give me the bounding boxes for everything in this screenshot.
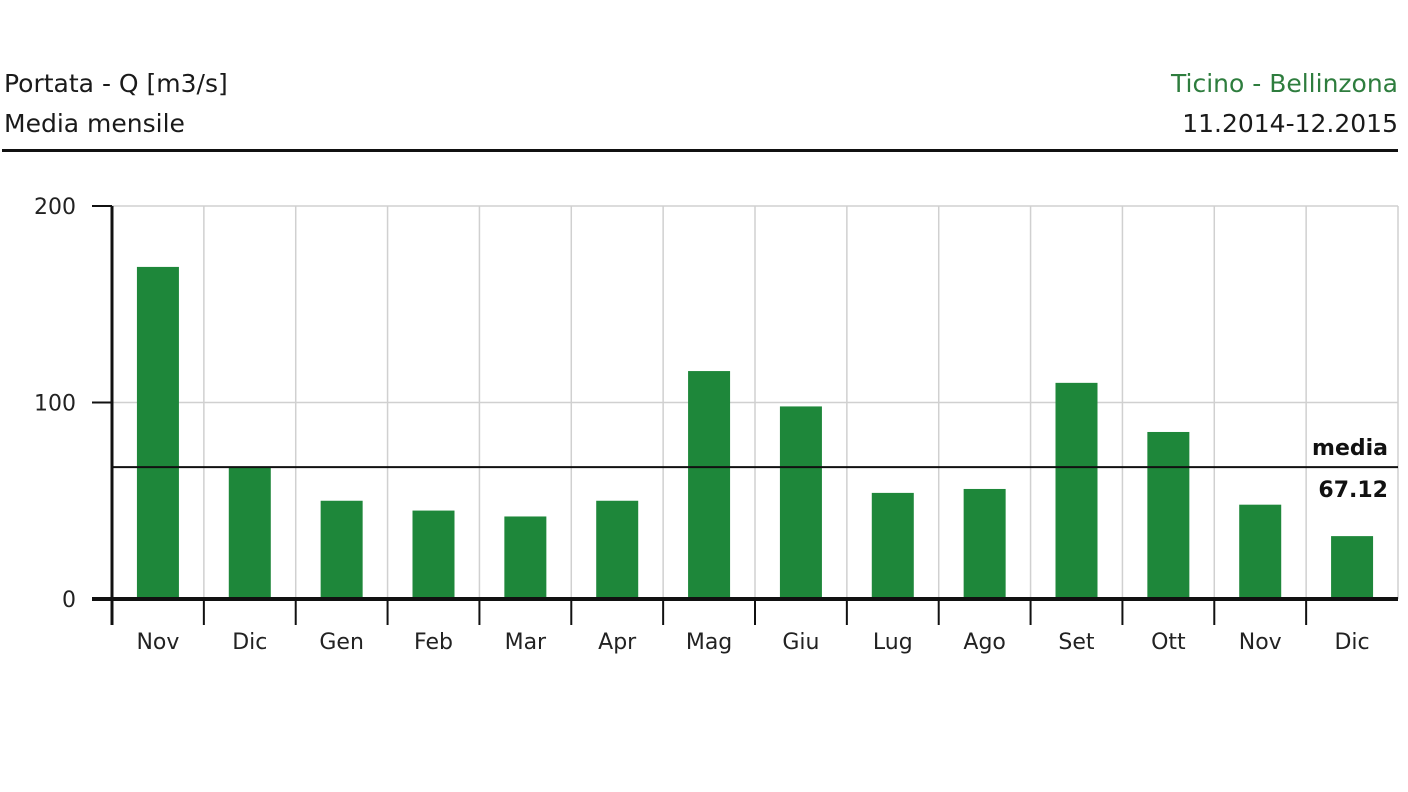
bar [596,500,639,599]
mean-value-label: 67.12 [1318,478,1388,503]
chart-subtitle: Media mensile [4,109,185,138]
bar [1239,504,1282,599]
bar [136,266,179,599]
bar [688,371,731,599]
x-tick-label: Nov [1239,630,1282,655]
x-tick-label: Feb [414,630,453,655]
chart-header: Portata - Q [m3/s] Media mensile Ticino … [4,64,1398,152]
y-tick-label: 200 [34,195,76,220]
bar [1147,431,1190,599]
x-tick-label: Giu [782,630,819,655]
x-tick-label: Dic [1334,630,1369,655]
y-tick-label: 0 [62,588,76,613]
header-left: Portata - Q [m3/s] Media mensile [4,64,228,144]
station-name: Ticino - Bellinzona [1171,69,1398,98]
bar [963,488,1006,599]
bar [779,406,822,599]
bar [1331,536,1374,599]
x-tick-label: Set [1058,630,1095,655]
bar [412,510,455,599]
x-tick-label: Ago [963,630,1005,655]
period-range: 11.2014-12.2015 [1182,109,1398,138]
x-tick-label: Ott [1151,630,1186,655]
x-tick-label: Nov [136,630,179,655]
y-tick-label: 100 [34,392,76,417]
bar [320,500,363,599]
x-tick-label: Mag [686,630,732,655]
x-tick-label: Apr [598,630,637,655]
bar [228,467,271,599]
x-tick-label: Lug [873,630,913,655]
header-rule [2,149,1398,152]
bar [504,516,547,599]
mean-label: media [1312,436,1388,461]
x-tick-label: Dic [232,630,267,655]
header-right: Ticino - Bellinzona 11.2014-12.2015 [1171,64,1398,144]
bar [1055,382,1098,599]
x-tick-label: Gen [319,630,364,655]
x-tick-label: Mar [505,630,547,655]
chart-title: Portata - Q [m3/s] [4,69,228,98]
bar [871,492,914,599]
